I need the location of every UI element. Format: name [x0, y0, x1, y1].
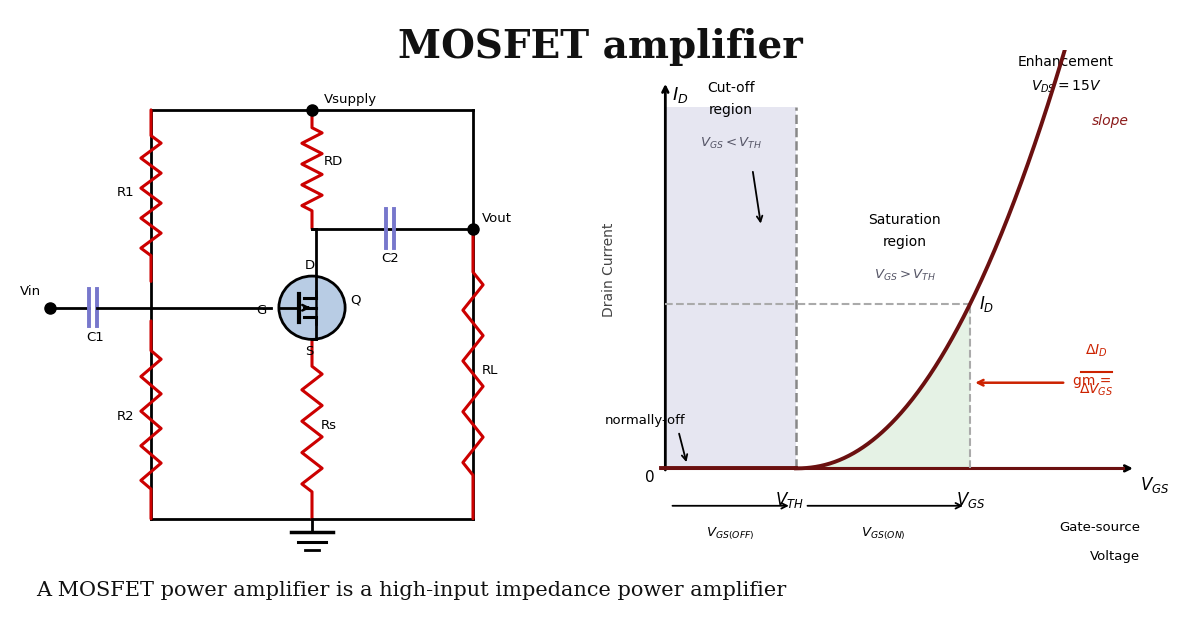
- Text: Gate-source: Gate-source: [1060, 521, 1140, 534]
- Text: S: S: [306, 345, 314, 358]
- Text: RD: RD: [324, 155, 343, 168]
- Text: $V_{GS}$: $V_{GS}$: [1140, 475, 1170, 495]
- Text: Vin: Vin: [19, 284, 41, 298]
- Text: C1: C1: [86, 331, 104, 344]
- Text: region: region: [709, 103, 752, 117]
- Text: Vsupply: Vsupply: [324, 92, 377, 106]
- Text: $V_{DS} = 15V$: $V_{DS} = 15V$: [1031, 79, 1102, 95]
- Circle shape: [278, 276, 346, 339]
- Text: MOSFET amplifier: MOSFET amplifier: [397, 28, 803, 67]
- Text: Rs: Rs: [322, 419, 337, 432]
- Text: Enhancement: Enhancement: [1018, 55, 1114, 68]
- Text: $I_D$: $I_D$: [979, 294, 995, 313]
- Text: Vout: Vout: [482, 212, 512, 225]
- Text: Q: Q: [350, 293, 361, 306]
- Bar: [665, 107, 796, 468]
- Text: 0: 0: [644, 470, 654, 485]
- Text: $V_{GS(ON)}$: $V_{GS(ON)}$: [860, 526, 906, 542]
- Text: $V_{GS} < V_{TH}$: $V_{GS} < V_{TH}$: [700, 136, 762, 151]
- Text: G: G: [256, 305, 266, 317]
- Text: $V_{GS}$: $V_{GS}$: [955, 490, 985, 511]
- Text: $\Delta I_D$: $\Delta I_D$: [1085, 342, 1108, 359]
- Text: A MOSFET power amplifier is a high-input impedance power amplifier: A MOSFET power amplifier is a high-input…: [36, 581, 786, 600]
- Text: $V_{TH}$: $V_{TH}$: [775, 490, 804, 511]
- Text: $V_{GS(OFF)}$: $V_{GS(OFF)}$: [707, 526, 755, 542]
- Text: D: D: [305, 259, 314, 273]
- Text: slope: slope: [1092, 114, 1129, 128]
- Text: Voltage: Voltage: [1090, 550, 1140, 563]
- Text: Drain Current: Drain Current: [601, 223, 616, 318]
- Text: R1: R1: [116, 186, 134, 198]
- Text: $\Delta V_{GS}$: $\Delta V_{GS}$: [1079, 382, 1114, 398]
- Text: normally-off: normally-off: [605, 414, 685, 428]
- Text: gm =: gm =: [1073, 374, 1115, 387]
- Text: C2: C2: [382, 252, 398, 264]
- Text: $V_{GS} > V_{TH}$: $V_{GS} > V_{TH}$: [874, 268, 936, 283]
- Text: RL: RL: [482, 364, 498, 377]
- Text: $I_D$: $I_D$: [672, 85, 689, 106]
- Polygon shape: [796, 304, 971, 468]
- Text: region: region: [883, 235, 926, 249]
- Text: R2: R2: [116, 410, 134, 423]
- Text: Cut-off: Cut-off: [707, 81, 755, 95]
- Text: Saturation: Saturation: [869, 213, 941, 227]
